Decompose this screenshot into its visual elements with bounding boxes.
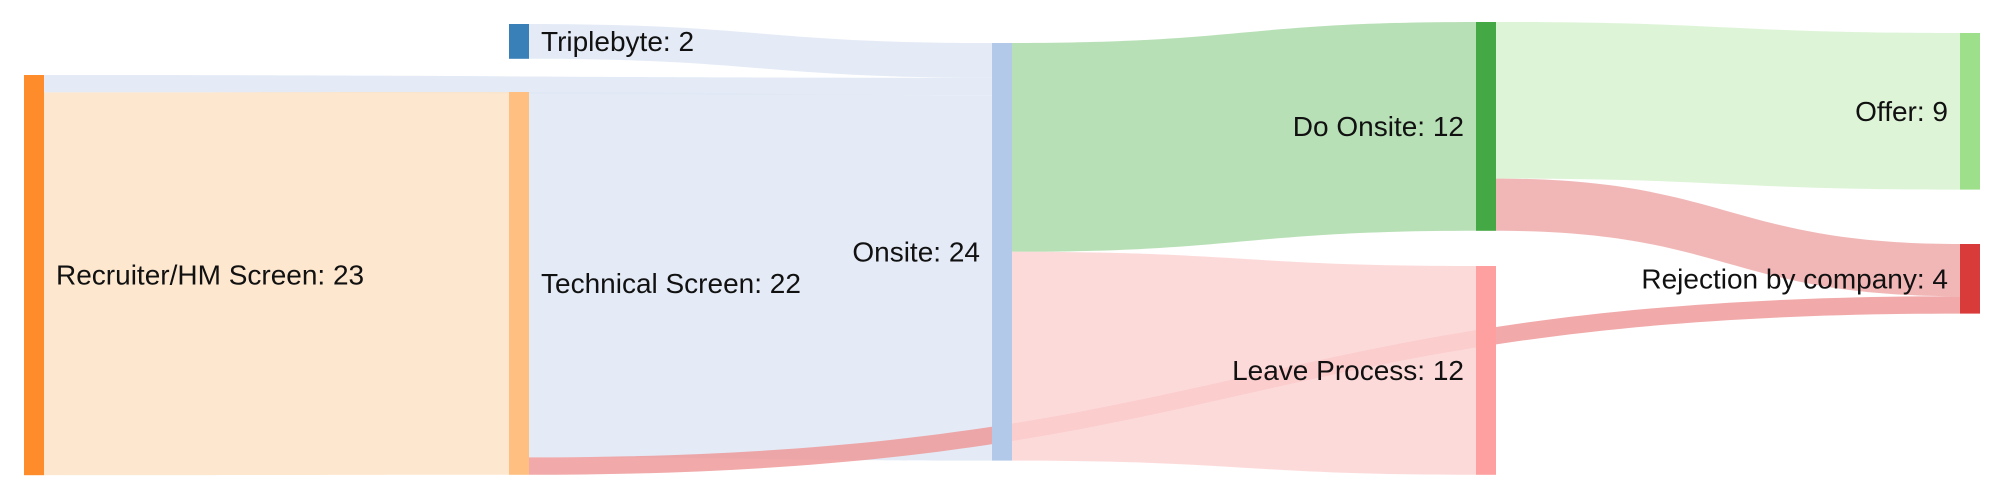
- node-triplebyte[interactable]: [509, 24, 529, 59]
- link-onsite-to-leave[interactable]: [1012, 251, 1476, 475]
- node-label-offer: Offer: 9: [1855, 96, 1948, 127]
- node-recruiter[interactable]: [24, 75, 44, 476]
- link-technical-to-onsite[interactable]: [529, 92, 992, 461]
- link-do_onsite-to-rejection[interactable]: [1496, 178, 1960, 297]
- links-layer: [44, 22, 1960, 476]
- node-offer[interactable]: [1960, 33, 1980, 190]
- node-label-leave: Leave Process: 12: [1232, 355, 1464, 386]
- node-label-do_onsite: Do Onsite: 12: [1293, 111, 1464, 142]
- link-onsite-to-do_onsite[interactable]: [1012, 22, 1476, 252]
- link-triplebyte-to-onsite[interactable]: [529, 24, 992, 78]
- node-label-triplebyte: Triplebyte: 2: [541, 26, 694, 57]
- link-recruiter-to-onsite[interactable]: [44, 75, 992, 96]
- node-label-rejection: Rejection by company: 4: [1641, 263, 1948, 294]
- node-leave[interactable]: [1476, 266, 1496, 475]
- node-label-technical: Technical Screen: 22: [541, 268, 801, 299]
- node-label-onsite: Onsite: 24: [852, 236, 980, 267]
- node-rejection[interactable]: [1960, 244, 1980, 314]
- node-technical[interactable]: [509, 92, 529, 475]
- labels-layer: Recruiter/HM Screen: 23 Triplebyte: 2 Tech…: [56, 26, 1948, 386]
- nodes-layer: [24, 22, 1980, 476]
- node-label-recruiter: Recruiter/HM Screen: 23: [56, 260, 364, 291]
- node-do_onsite[interactable]: [1476, 22, 1496, 231]
- node-onsite[interactable]: [992, 43, 1012, 461]
- link-do_onsite-to-offer[interactable]: [1496, 22, 1960, 190]
- link-recruiter-to-technical[interactable]: [44, 92, 509, 476]
